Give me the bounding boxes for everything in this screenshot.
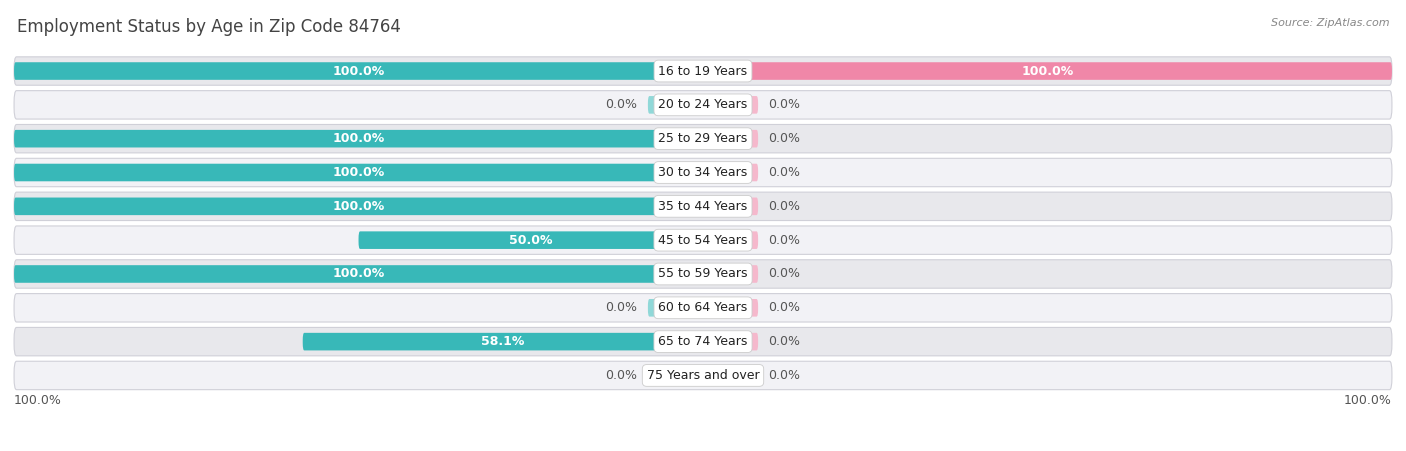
FancyBboxPatch shape — [14, 198, 703, 215]
Text: 25 to 29 Years: 25 to 29 Years — [658, 132, 748, 145]
FancyBboxPatch shape — [14, 226, 1392, 254]
Text: 0.0%: 0.0% — [769, 132, 800, 145]
FancyBboxPatch shape — [703, 333, 758, 350]
FancyBboxPatch shape — [648, 96, 703, 114]
FancyBboxPatch shape — [703, 130, 758, 147]
Text: Source: ZipAtlas.com: Source: ZipAtlas.com — [1271, 18, 1389, 28]
Text: 0.0%: 0.0% — [769, 200, 800, 213]
Text: 65 to 74 Years: 65 to 74 Years — [658, 335, 748, 348]
Text: 0.0%: 0.0% — [606, 369, 637, 382]
FancyBboxPatch shape — [703, 198, 758, 215]
FancyBboxPatch shape — [703, 62, 1392, 80]
FancyBboxPatch shape — [703, 265, 758, 283]
Text: 58.1%: 58.1% — [481, 335, 524, 348]
Text: 100.0%: 100.0% — [14, 394, 62, 407]
FancyBboxPatch shape — [703, 231, 758, 249]
FancyBboxPatch shape — [14, 265, 703, 283]
Text: 20 to 24 Years: 20 to 24 Years — [658, 98, 748, 111]
Text: 100.0%: 100.0% — [332, 64, 385, 78]
Text: 100.0%: 100.0% — [1344, 394, 1392, 407]
FancyBboxPatch shape — [703, 299, 758, 317]
Text: 0.0%: 0.0% — [769, 166, 800, 179]
FancyBboxPatch shape — [14, 62, 703, 80]
Text: 100.0%: 100.0% — [332, 200, 385, 213]
Text: 55 to 59 Years: 55 to 59 Years — [658, 267, 748, 281]
FancyBboxPatch shape — [14, 158, 1392, 187]
Text: 0.0%: 0.0% — [606, 98, 637, 111]
FancyBboxPatch shape — [648, 367, 703, 384]
FancyBboxPatch shape — [14, 260, 1392, 288]
FancyBboxPatch shape — [14, 327, 1392, 356]
FancyBboxPatch shape — [14, 91, 1392, 119]
Text: 30 to 34 Years: 30 to 34 Years — [658, 166, 748, 179]
Text: 100.0%: 100.0% — [332, 166, 385, 179]
FancyBboxPatch shape — [703, 367, 758, 384]
FancyBboxPatch shape — [14, 57, 1392, 85]
Text: 0.0%: 0.0% — [769, 267, 800, 281]
Text: 16 to 19 Years: 16 to 19 Years — [658, 64, 748, 78]
Text: 100.0%: 100.0% — [1021, 64, 1074, 78]
Text: 45 to 54 Years: 45 to 54 Years — [658, 234, 748, 247]
Text: 0.0%: 0.0% — [769, 369, 800, 382]
Text: 0.0%: 0.0% — [769, 301, 800, 314]
Text: 100.0%: 100.0% — [332, 132, 385, 145]
Text: 50.0%: 50.0% — [509, 234, 553, 247]
FancyBboxPatch shape — [648, 299, 703, 317]
Text: 75 Years and over: 75 Years and over — [647, 369, 759, 382]
FancyBboxPatch shape — [703, 96, 758, 114]
Text: 100.0%: 100.0% — [332, 267, 385, 281]
Text: Employment Status by Age in Zip Code 84764: Employment Status by Age in Zip Code 847… — [17, 18, 401, 36]
Text: 0.0%: 0.0% — [769, 335, 800, 348]
Text: 0.0%: 0.0% — [769, 98, 800, 111]
Text: 60 to 64 Years: 60 to 64 Years — [658, 301, 748, 314]
FancyBboxPatch shape — [359, 231, 703, 249]
FancyBboxPatch shape — [14, 130, 703, 147]
Text: 35 to 44 Years: 35 to 44 Years — [658, 200, 748, 213]
Text: 0.0%: 0.0% — [769, 234, 800, 247]
Legend: In Labor Force, Unemployed: In Labor Force, Unemployed — [582, 447, 824, 451]
FancyBboxPatch shape — [302, 333, 703, 350]
FancyBboxPatch shape — [14, 361, 1392, 390]
FancyBboxPatch shape — [703, 164, 758, 181]
FancyBboxPatch shape — [14, 294, 1392, 322]
Text: 0.0%: 0.0% — [606, 301, 637, 314]
FancyBboxPatch shape — [14, 164, 703, 181]
FancyBboxPatch shape — [14, 192, 1392, 221]
FancyBboxPatch shape — [14, 124, 1392, 153]
